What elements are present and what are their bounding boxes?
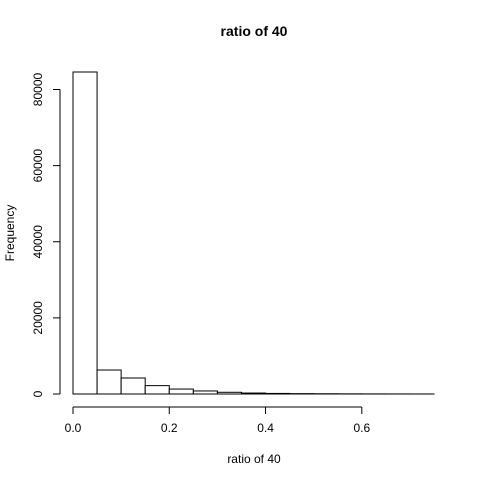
y-tick-label: 60000 bbox=[31, 149, 45, 183]
x-axis: 0.0 0.2 0.4 0.6 bbox=[65, 407, 371, 435]
x-tick-label: 0.0 bbox=[65, 421, 82, 435]
y-tick-label: 80000 bbox=[31, 73, 45, 107]
bars-group bbox=[73, 72, 434, 394]
x-tick-label: 0.2 bbox=[161, 421, 178, 435]
y-tick-label: 40000 bbox=[31, 225, 45, 259]
histogram-bar bbox=[97, 370, 121, 394]
histogram-bar bbox=[145, 386, 169, 394]
chart-title: ratio of 40 bbox=[221, 23, 288, 39]
y-tick-label: 20000 bbox=[31, 301, 45, 335]
histogram-bar bbox=[73, 72, 97, 394]
y-tick-label: 0 bbox=[31, 390, 45, 397]
x-tick-label: 0.4 bbox=[257, 421, 274, 435]
y-axis: 0 20000 40000 60000 80000 bbox=[31, 73, 60, 398]
histogram-bar bbox=[121, 378, 145, 394]
histogram-bar bbox=[217, 392, 241, 394]
histogram-bar bbox=[241, 393, 265, 394]
histogram-bar bbox=[193, 391, 217, 394]
histogram-bar bbox=[169, 389, 193, 394]
x-axis-title: ratio of 40 bbox=[227, 452, 281, 466]
x-tick-label: 0.6 bbox=[353, 421, 370, 435]
histogram-bar bbox=[266, 393, 290, 394]
y-axis-title: Frequency bbox=[3, 205, 17, 262]
